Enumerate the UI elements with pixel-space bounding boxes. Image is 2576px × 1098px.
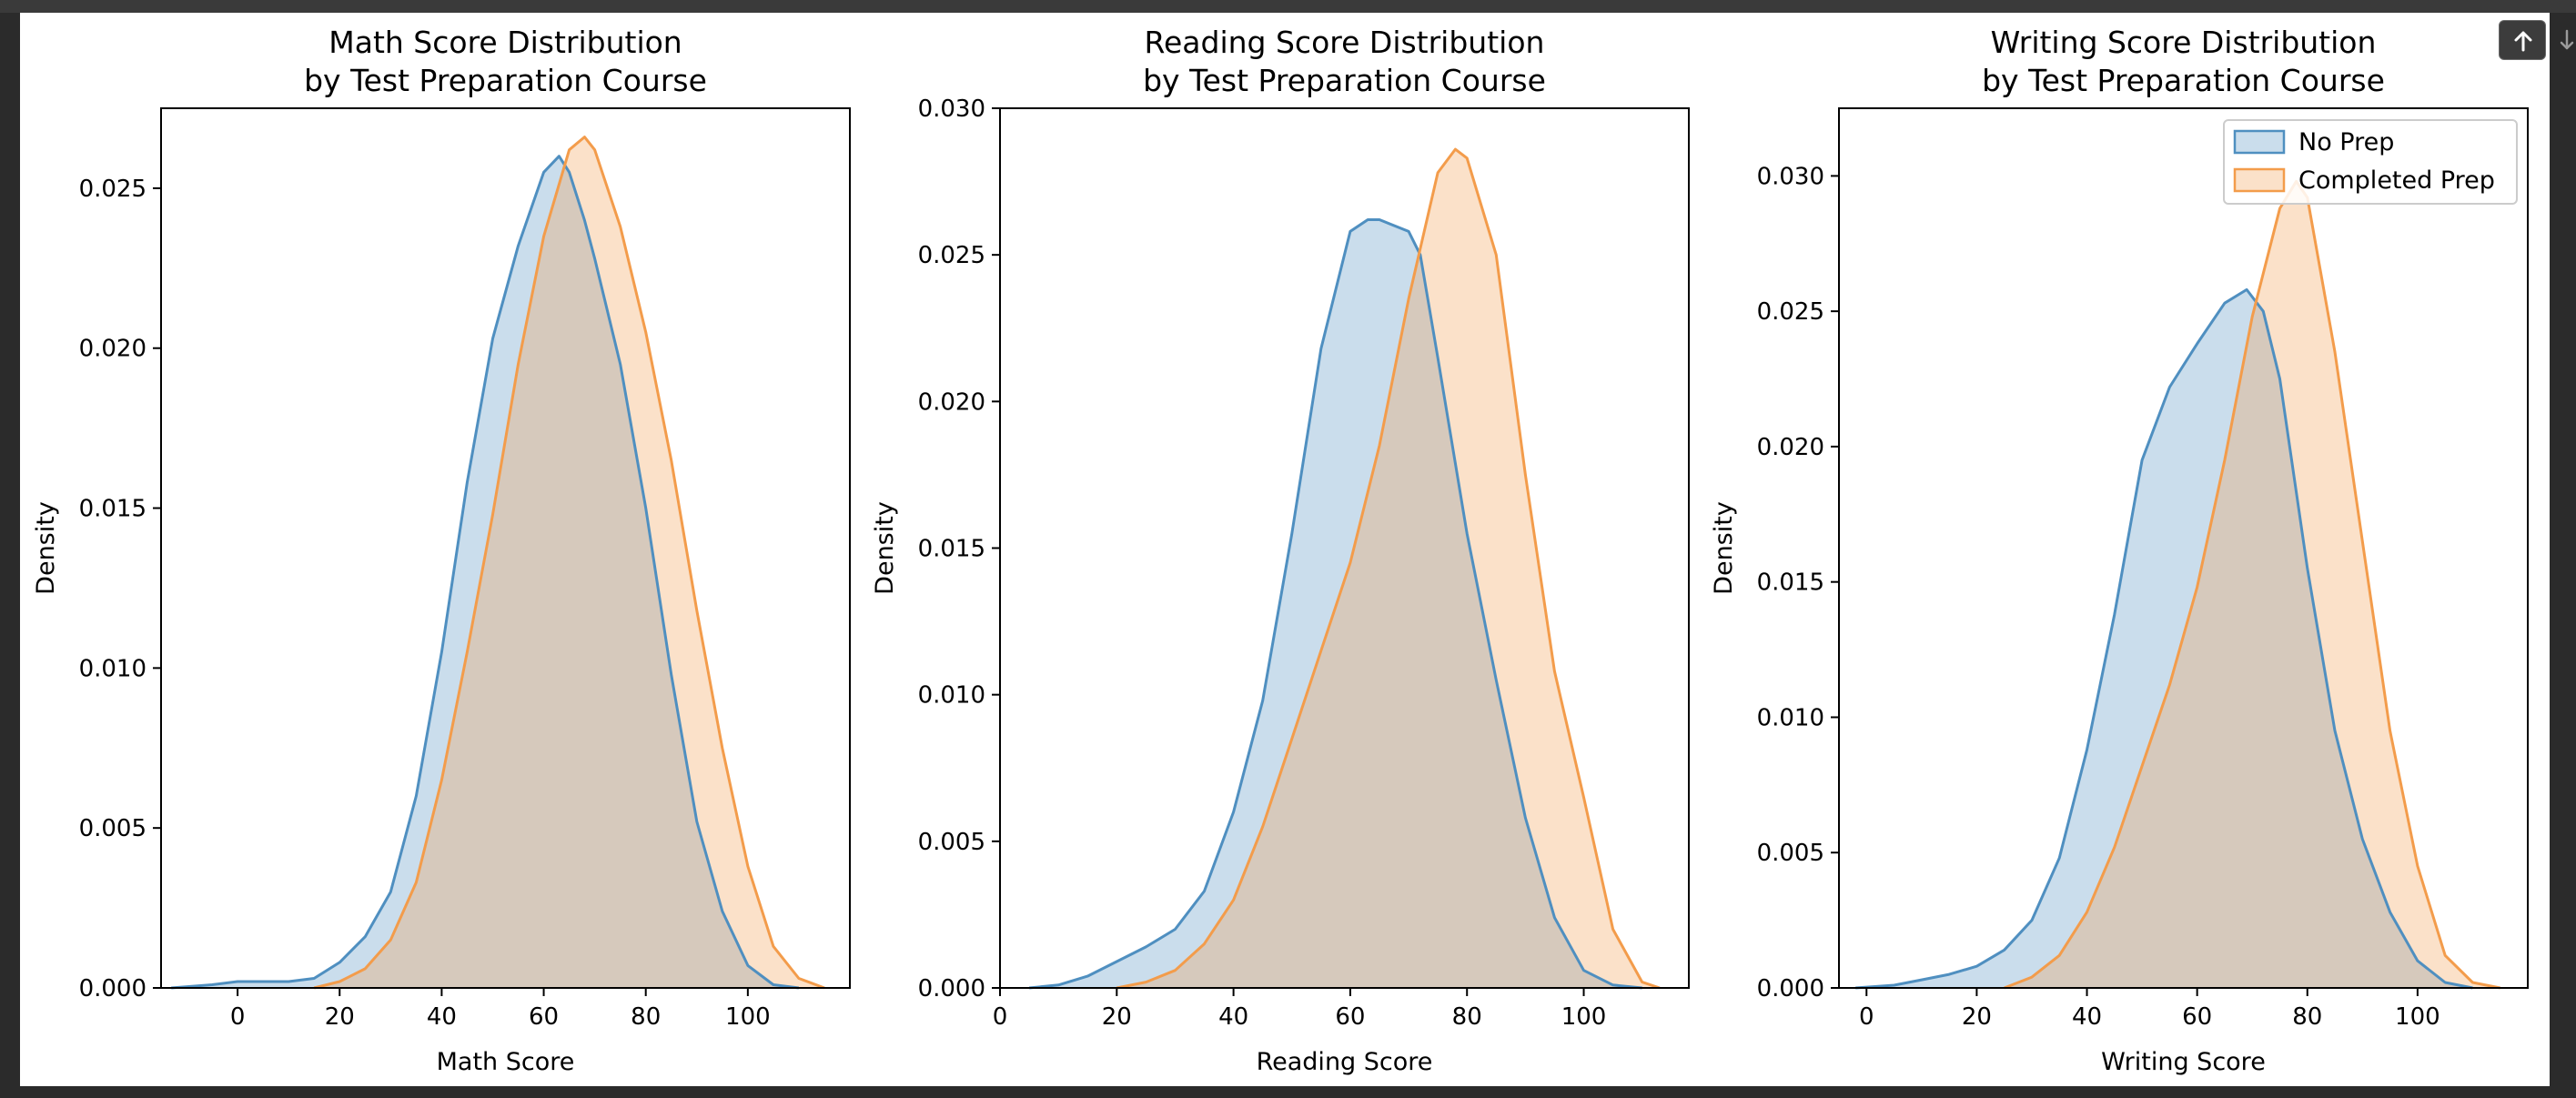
legend-frame	[2223, 119, 2518, 205]
y-axis-label: Density	[871, 501, 899, 595]
x-tick-label: 0	[1859, 1003, 1874, 1031]
y-tick-label: 0.015	[1757, 569, 1824, 597]
density-area-completed-prep	[2004, 181, 2500, 989]
scroll-up-button[interactable]	[2499, 20, 2546, 60]
y-tick-label: 0.005	[1757, 840, 1824, 867]
x-tick-label: 60	[2182, 1003, 2212, 1031]
y-tick-label: 0.020	[1757, 434, 1824, 461]
density-line-completed-prep	[313, 136, 825, 990]
x-axis-label: Reading Score	[1257, 1048, 1433, 1076]
x-tick-label: 80	[1452, 1003, 1482, 1031]
density-line-completed-prep	[2004, 179, 2500, 990]
panel-title: Writing Score Distribution	[1991, 25, 2377, 60]
panel-subtitle: by Test Preparation Course	[304, 63, 707, 98]
panel-title: Math Score Distribution	[328, 25, 682, 60]
x-tick-label: 20	[1102, 1003, 1132, 1031]
y-tick-label: 0.000	[79, 975, 146, 1002]
legend-swatch-no-prep	[2233, 129, 2286, 155]
y-tick-label: 0.020	[918, 388, 985, 416]
density-area-completed-prep	[1116, 149, 1660, 989]
x-tick-label: 0	[993, 1003, 1008, 1031]
density-area-completed-prep	[314, 136, 824, 989]
y-tick-label: 0.030	[1757, 163, 1824, 190]
x-tick-label: 100	[1561, 1003, 1607, 1031]
y-tick-label: 0.015	[79, 496, 146, 523]
x-tick-label: 0	[230, 1003, 246, 1031]
legend-label-no-prep: No Prep	[2298, 128, 2394, 156]
x-axis-label: Math Score	[437, 1048, 575, 1076]
y-tick-label: 0.025	[1757, 298, 1824, 326]
x-tick-label: 60	[1335, 1003, 1365, 1031]
x-tick-label: 100	[725, 1003, 771, 1031]
panel-subtitle: by Test Preparation Course	[1982, 63, 2385, 98]
x-tick-label: 60	[529, 1003, 559, 1031]
legend-swatch-completed-prep	[2233, 167, 2286, 193]
density-area-no-prep	[171, 156, 799, 988]
panel-title: Reading Score Distribution	[1145, 25, 1545, 60]
density-line-no-prep	[1855, 287, 2473, 990]
density-area-no-prep	[1855, 289, 2473, 988]
density-line-completed-prep	[1116, 147, 1661, 990]
x-tick-label: 80	[2292, 1003, 2322, 1031]
x-tick-label: 40	[427, 1003, 457, 1031]
y-tick-label: 0.005	[918, 829, 985, 856]
legend: No Prep Completed Prep	[2223, 119, 2518, 205]
plot-frame	[1838, 107, 2529, 989]
x-tick-label: 20	[325, 1003, 355, 1031]
y-tick-label: 0.030	[918, 96, 985, 123]
y-tick-label: 0.000	[918, 975, 985, 1002]
plot-frame	[160, 107, 851, 989]
arrow-down-icon	[2560, 29, 2574, 50]
y-tick-label: 0.015	[918, 536, 985, 563]
panel-subtitle: by Test Preparation Course	[1143, 63, 1546, 98]
figure-canvas: Math Score Distribution by Test Preparati…	[20, 13, 2550, 1086]
y-axis-label: Density	[1710, 501, 1738, 595]
y-tick-label: 0.005	[79, 815, 146, 842]
x-tick-label: 20	[1962, 1003, 1992, 1031]
x-tick-label: 40	[2072, 1003, 2102, 1031]
y-tick-label: 0.000	[1757, 975, 1824, 1002]
x-tick-label: 40	[1218, 1003, 1248, 1031]
y-tick-label: 0.025	[79, 176, 146, 203]
x-axis-label: Writing Score	[2101, 1048, 2266, 1076]
window-top-strip	[0, 0, 2576, 13]
scroll-down-button[interactable]	[2557, 20, 2576, 60]
x-tick-label: 80	[631, 1003, 661, 1031]
y-tick-label: 0.010	[79, 655, 146, 682]
y-tick-label: 0.020	[79, 336, 146, 363]
y-tick-label: 0.025	[918, 242, 985, 269]
x-tick-label: 100	[2395, 1003, 2440, 1031]
legend-label-completed-prep: Completed Prep	[2298, 166, 2495, 195]
density-line-no-prep	[1028, 218, 1642, 990]
y-tick-label: 0.010	[918, 682, 985, 710]
y-tick-label: 0.010	[1757, 704, 1824, 731]
density-line-no-prep	[171, 155, 800, 990]
y-axis-label: Density	[32, 501, 60, 595]
arrow-up-icon	[2514, 31, 2532, 52]
